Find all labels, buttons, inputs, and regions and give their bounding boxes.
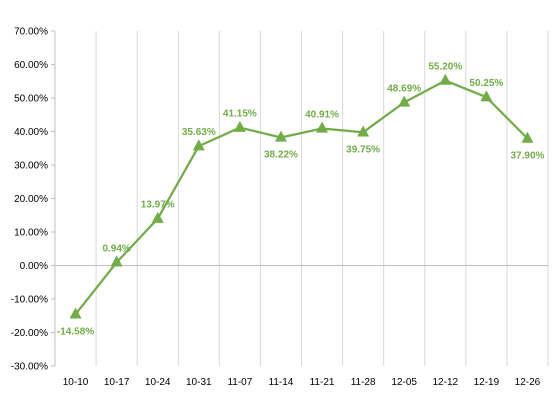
x-tick-label: 11-14 [269,377,294,388]
data-label: 39.75% [346,144,380,155]
x-tick-label: 10-10 [63,377,89,388]
gridlines [95,31,549,366]
data-label: 55.20% [428,62,462,73]
x-tick-label: 10-24 [145,377,171,388]
y-tick-label: 10.00% [14,228,48,239]
y-tick-label: 50.00% [14,94,48,105]
y-tick-label: 0.00% [20,261,48,272]
data-point-marker [357,125,370,137]
data-label: 0.94% [102,243,130,254]
x-tick-label: 11-28 [351,377,376,388]
data-point-marker [233,120,246,132]
data-point-marker [480,90,493,102]
data-label: 35.63% [182,127,216,138]
data-label: -14.58% [57,326,94,337]
axes [51,30,548,367]
y-tick-label: -30.00% [11,362,48,373]
data-label: 50.25% [469,78,503,89]
series-markers [69,73,534,319]
x-tick-label: 12-12 [433,377,459,388]
x-tick-labels: 10-10 10-17 10-24 10-31 11-07 11-14 11-21 11-28… [63,377,541,388]
y-tick-label: 30.00% [14,161,48,172]
data-point-marker [69,307,82,319]
data-label: 40.91% [305,109,339,120]
data-point-marker [274,130,287,142]
data-point-marker [151,211,164,223]
data-labels: -14.58% 0.94% 13.97% 35.63% 41.15% 38.22% 40.9… [57,62,545,338]
data-point-marker [398,95,411,107]
y-tick-label: 60.00% [14,60,48,71]
x-tick-label: 12-26 [515,377,541,388]
series-line-path [74,79,529,315]
y-tick-label: 20.00% [14,194,48,205]
y-tick-labels: -30.00% -20.00% -10.00% 0.00% 10.00% 20.00% 30… [11,27,48,373]
x-tick-label: 10-17 [104,377,130,388]
data-label: 41.15% [223,109,257,120]
data-label: 48.69% [387,83,421,94]
x-tick-label: 12-05 [391,377,417,388]
data-point-marker [439,73,452,85]
data-label: 13.97% [141,200,175,211]
data-point-marker [192,139,205,151]
series-line [74,79,529,315]
y-tick-label: -10.00% [11,295,48,306]
data-label: 37.90% [510,151,544,162]
x-tick-label: 10-31 [186,377,212,388]
y-tick-label: 70.00% [14,27,48,38]
x-tick-label: 11-21 [310,377,335,388]
y-tick-label: -20.00% [11,328,48,339]
data-point-marker [110,255,123,267]
y-tick-label: 40.00% [14,127,48,138]
x-tick-label: 12-19 [474,377,500,388]
data-point-marker [316,121,329,133]
x-tick-label: 11-07 [227,377,252,388]
data-label: 38.22% [264,149,298,160]
data-point-marker [521,131,534,143]
